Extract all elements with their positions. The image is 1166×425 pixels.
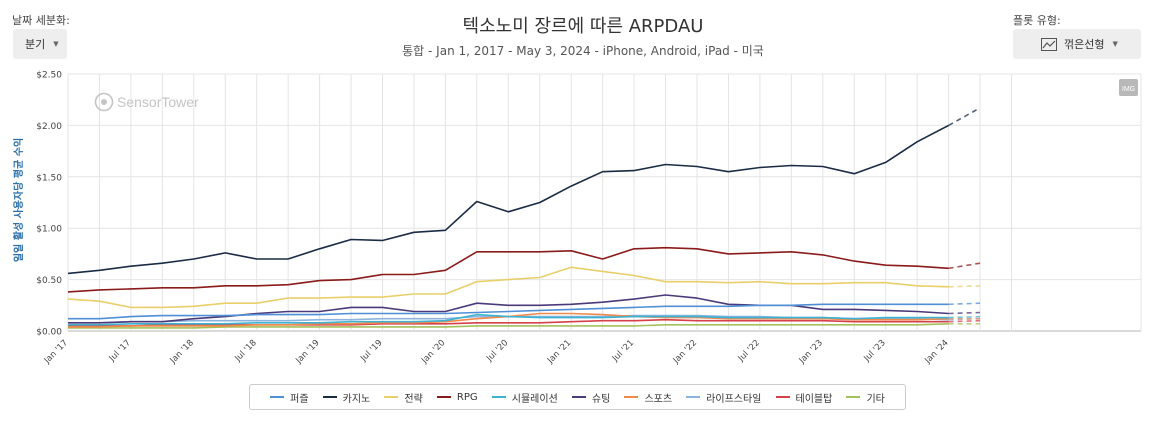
legend-swatch xyxy=(436,396,451,398)
y-tick-label: $1.50 xyxy=(36,173,62,183)
legend-swatch xyxy=(384,396,399,398)
granularity-label: 날짜 세분화: xyxy=(12,14,70,27)
series-line-0 xyxy=(68,303,949,320)
x-tick-label: Jul '17 xyxy=(107,338,133,364)
legend-item-3[interactable]: RPG xyxy=(436,391,478,403)
plot-type-label: 플롯 유형: xyxy=(1013,14,1061,27)
x-tick-label: Jan '24 xyxy=(922,338,950,366)
legend-label: 라이프스타일 xyxy=(706,393,762,405)
plot-type-dropdown[interactable]: 꺾은선형 ▼ xyxy=(1013,29,1141,59)
y-tick-label: $2.50 xyxy=(36,71,62,81)
x-tick-label: Jul '21 xyxy=(610,338,636,364)
legend-swatch xyxy=(686,396,701,398)
legend-swatch xyxy=(571,396,586,398)
plot-type-value: 꺾은선형 xyxy=(1064,38,1105,51)
watermark-brand: SensorTower xyxy=(117,94,199,110)
legend-swatch xyxy=(846,396,861,398)
legend-item-2[interactable]: 전략 xyxy=(384,390,423,405)
legend-label: 카지노 xyxy=(342,393,371,405)
legend-swatch xyxy=(624,396,639,398)
series-projection-0 xyxy=(948,302,981,306)
y-axis: $0.00 $0.50 $1.00 $1.50 $2.00 $2.50 xyxy=(36,71,62,338)
legend-item-8[interactable]: 테이블탑 xyxy=(775,390,833,405)
x-tick-label: Jan '17 xyxy=(42,338,70,366)
y-tick-label: $0.00 xyxy=(36,328,62,338)
series-lines xyxy=(67,107,981,329)
series-projection-5 xyxy=(948,311,981,315)
x-tick-label: Jul '18 xyxy=(233,338,259,364)
series-line-2 xyxy=(67,266,949,309)
y-tick-label: $2.00 xyxy=(36,122,62,132)
sensortower-watermark: SensorTower xyxy=(94,92,199,112)
x-tick-label: Jan '22 xyxy=(671,338,699,366)
x-tick-label: Jan '21 xyxy=(545,338,573,366)
chevron-down-icon: ▼ xyxy=(53,40,59,48)
legend-label: 퍼즐 xyxy=(290,393,309,405)
legend-item-1[interactable]: 카지노 xyxy=(322,390,371,405)
legend-label: 전략 xyxy=(404,393,423,405)
legend-label: 슈팅 xyxy=(591,393,611,405)
img-badge-text: IMG xyxy=(1122,86,1135,93)
line-chart-icon xyxy=(1041,37,1057,51)
series-projection-3 xyxy=(948,262,981,270)
legend-swatch xyxy=(775,396,790,398)
gridlines xyxy=(67,73,1142,332)
x-axis: Jan '17 Jul '17 Jan '18 Jul '18 Jan '19 Jul '… xyxy=(42,338,951,366)
chevron-down-icon: ▼ xyxy=(1112,40,1118,48)
chart-legend: 퍼즐 카지노 전략 RPG 시뮬레이션 슈팅 스포츠 라이프스타일 테이블탑 기타 xyxy=(249,384,906,410)
legend-item-0[interactable]: 퍼즐 xyxy=(270,390,309,405)
legend-item-4[interactable]: 시뮬레이션 xyxy=(491,390,558,405)
x-tick-label: Jan '20 xyxy=(419,338,447,366)
legend-label: 테이블탑 xyxy=(795,393,833,405)
legend-item-5[interactable]: 슈팅 xyxy=(571,390,611,405)
img-badge[interactable]: IMG xyxy=(1119,79,1138,96)
legend-swatch xyxy=(322,396,337,398)
granularity-dropdown[interactable]: 분기 ▼ xyxy=(13,29,67,59)
series-projection-8 xyxy=(948,319,981,323)
legend-item-9[interactable]: 기타 xyxy=(846,390,885,405)
x-tick-label: Jul '23 xyxy=(862,338,888,364)
series-line-3 xyxy=(67,246,949,293)
legend-swatch xyxy=(491,396,506,398)
series-projection-4 xyxy=(948,315,981,319)
series-projection-2 xyxy=(948,285,981,288)
series-line-5 xyxy=(68,294,949,324)
x-tick-label: Jul '20 xyxy=(484,338,510,364)
series-line-8 xyxy=(68,318,949,327)
legend-label: 기타 xyxy=(866,393,885,405)
series-line-1 xyxy=(67,124,949,275)
x-tick-label: Jan '19 xyxy=(293,338,321,366)
y-tick-label: $1.00 xyxy=(36,225,62,235)
y-tick-label: $0.50 xyxy=(36,276,62,286)
chart-subtitle: 통합 - Jan 1, 2017 - May 3, 2024 - iPhone,… xyxy=(402,44,764,58)
legend-label: RPG xyxy=(456,391,478,403)
x-tick-label: Jan '18 xyxy=(168,338,196,366)
series-projection-1 xyxy=(948,107,981,127)
chart-plot-area: SensorTower IMG $0.00 $0.50 $1.00 $1.50 $2.0… xyxy=(12,71,1142,366)
chart-title: 텍소노미 장르에 따른 ARPDAU xyxy=(462,16,704,37)
x-tick-label: Jul '19 xyxy=(358,338,384,364)
x-tick-label: Jul '22 xyxy=(736,338,762,364)
legend-swatch xyxy=(270,396,285,398)
series-line-4 xyxy=(68,313,949,326)
legend-item-6[interactable]: 스포츠 xyxy=(624,390,672,405)
x-tick-label: Jan '23 xyxy=(797,338,825,366)
series-line-9 xyxy=(68,323,949,329)
legend-label: 스포츠 xyxy=(644,393,673,405)
legend-label: 시뮬레이션 xyxy=(511,393,558,405)
y-axis-label: 일일 활성 사용자당 평균 수익 xyxy=(12,138,25,262)
legend-item-7[interactable]: 라이프스타일 xyxy=(686,390,761,405)
granularity-value: 분기 xyxy=(25,38,46,51)
